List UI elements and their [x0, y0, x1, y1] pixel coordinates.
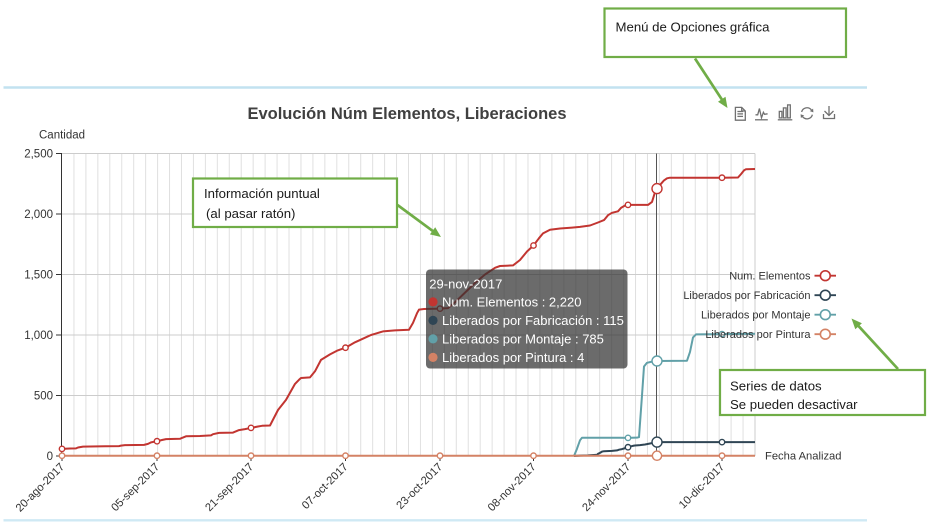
svg-text:Num. Elementos : 2,220: Num. Elementos : 2,220: [442, 295, 581, 310]
svg-text:Fecha Analizad: Fecha Analizad: [765, 451, 842, 463]
svg-text:Liberados por Pintura : 4: Liberados por Pintura : 4: [442, 350, 584, 365]
svg-text:2,000: 2,000: [24, 209, 53, 221]
svg-text:Liberados por Montaje: Liberados por Montaje: [701, 310, 810, 322]
svg-text:1,000: 1,000: [24, 330, 53, 342]
svg-text:Num. Elementos: Num. Elementos: [729, 271, 811, 283]
svg-text:Evolución Núm Elementos, Liber: Evolución Núm Elementos, Liberaciones: [247, 105, 566, 123]
svg-text:(al pasar ratón): (al pasar ratón): [206, 206, 295, 221]
svg-text:Liberados por Fabricación : 11: Liberados por Fabricación : 115: [442, 313, 624, 328]
svg-text:500: 500: [34, 391, 53, 403]
svg-text:Liberados por Fabricación: Liberados por Fabricación: [683, 290, 810, 302]
svg-text:Series de datos: Series de datos: [730, 379, 822, 394]
svg-text:Se pueden desactivar: Se pueden desactivar: [730, 397, 858, 412]
svg-text:2,500: 2,500: [24, 149, 53, 161]
svg-text:Liberados por Pintura: Liberados por Pintura: [705, 329, 811, 341]
svg-text:Liberados por Montaje : 785: Liberados por Montaje : 785: [442, 332, 604, 347]
svg-text:29-nov-2017: 29-nov-2017: [429, 277, 502, 292]
svg-text:0: 0: [47, 451, 53, 463]
svg-text:Cantidad: Cantidad: [39, 130, 85, 142]
svg-text:Menú de Opciones gráfica: Menú de Opciones gráfica: [616, 19, 771, 34]
svg-text:Información puntual: Información puntual: [204, 186, 320, 201]
svg-text:1,500: 1,500: [24, 270, 53, 282]
